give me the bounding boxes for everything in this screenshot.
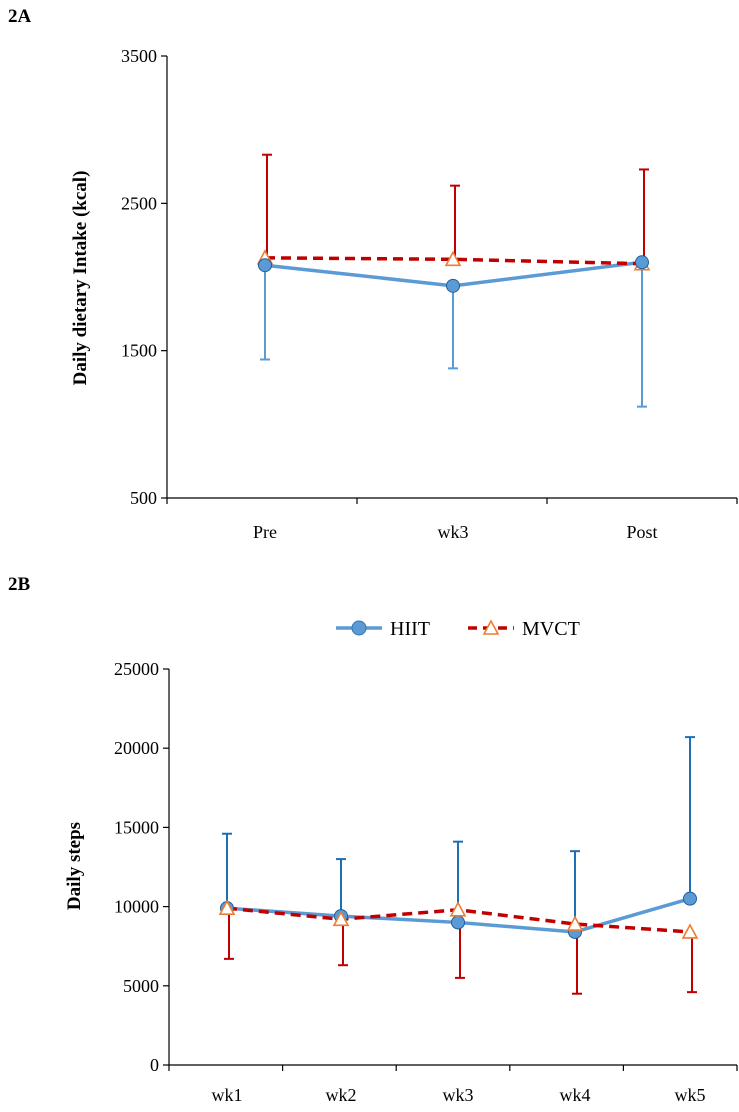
y-axis-label-2b: Daily steps <box>64 822 85 910</box>
y-tick-label-a-3: 3500 <box>121 46 157 66</box>
panel-label-2b: 2B <box>8 574 31 595</box>
x-tick-label-a-1: wk3 <box>438 522 469 542</box>
point-a-hiit-0 <box>258 258 272 273</box>
y-tick-label-a-2: 2500 <box>121 193 157 213</box>
point-a-hiit-1 <box>446 278 460 293</box>
legend-hiit-label: HIIT <box>390 618 430 640</box>
y-tick-label-a-0: 500 <box>130 488 157 508</box>
y-tick-label-b-0: 0 <box>150 1055 159 1075</box>
point-a-hiit-2 <box>635 255 649 270</box>
legend: HIIT MVCT <box>336 618 580 640</box>
point-b-mvct-4 <box>681 923 699 939</box>
point-b-hiit-4 <box>683 891 697 906</box>
legend-mvct-label: MVCT <box>522 618 580 640</box>
y-tick-label-a-1: 1500 <box>121 341 157 361</box>
point-a-mvct-1 <box>444 250 462 267</box>
x-tick-label-a-2: Post <box>626 522 657 542</box>
x-tick-label-b-2: wk3 <box>443 1085 474 1105</box>
x-tick-label-b-3: wk4 <box>560 1085 591 1105</box>
legend-hiit-marker <box>351 620 367 636</box>
y-tick-label-b-3: 15000 <box>114 817 159 837</box>
panel-label-2a: 2A <box>8 6 32 27</box>
x-tick-label-a-0: Pre <box>253 522 277 542</box>
point-b-mvct-1 <box>332 910 350 927</box>
point-b-mvct-2 <box>449 901 467 917</box>
point-b-hiit-2 <box>451 915 465 930</box>
y-tick-label-b-5: 25000 <box>114 659 159 679</box>
y-axis-label-2a: Daily dietary Intake (kcal) <box>70 171 91 386</box>
x-tick-label-b-1: wk2 <box>326 1085 357 1105</box>
point-b-mvct-3 <box>566 915 584 931</box>
y-tick-label-b-2: 10000 <box>114 897 159 917</box>
legend-mvct-marker <box>482 619 500 635</box>
x-tick-label-b-4: wk5 <box>675 1085 706 1105</box>
point-b-mvct-0 <box>218 899 236 915</box>
chart-2a: 2A Daily dietary Intake (kcal) 500 1500 25… <box>8 6 738 542</box>
y-tick-label-b-1: 5000 <box>123 976 159 996</box>
y-tick-label-b-4: 20000 <box>114 738 159 758</box>
x-tick-label-b-0: wk1 <box>212 1085 243 1105</box>
chart-2b: 2B HIIT MVCT Daily steps 0 5000 10000 15000… <box>8 574 738 1105</box>
